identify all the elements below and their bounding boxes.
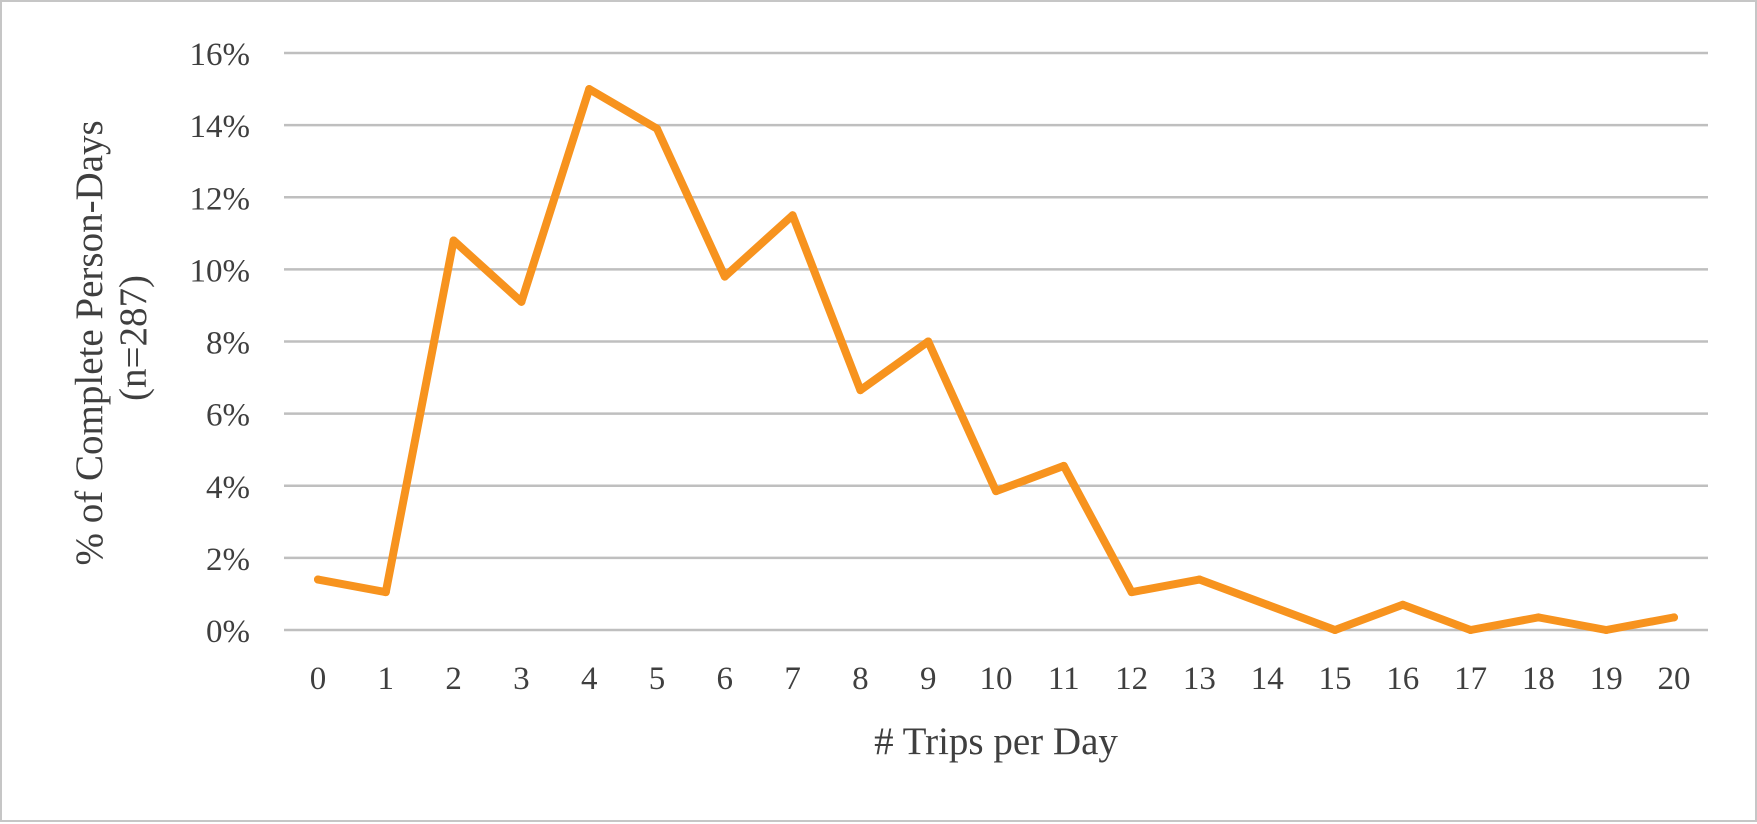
y-tick-label: 4%: [206, 470, 250, 506]
x-tick-label: 13: [1183, 661, 1216, 697]
x-tick-label: 1: [378, 661, 395, 697]
x-tick-label: 17: [1454, 661, 1487, 697]
x-tick-label: 19: [1590, 661, 1623, 697]
data-point: [1534, 613, 1543, 622]
data-point: [1059, 461, 1068, 470]
data-point: [381, 588, 390, 597]
y-axis-title: % of Complete Person-Days (n=287): [68, 111, 155, 566]
data-point: [1602, 626, 1611, 634]
x-axis-title: # Trips per Day: [874, 720, 1118, 763]
y-tick-label: 14%: [190, 109, 251, 145]
data-point: [1466, 626, 1475, 634]
y-tick-label: 12%: [190, 181, 251, 217]
data-point: [585, 85, 594, 94]
data-point: [1263, 600, 1272, 609]
y-axis-tick-labels: 0% 2% 4% 6% 8% 10% 12% 14% 16%: [190, 37, 251, 650]
x-tick-label: 9: [920, 661, 937, 697]
y-axis-title-line-2: (n=287): [112, 275, 155, 401]
x-tick-label: 10: [980, 661, 1013, 697]
data-point: [449, 236, 458, 245]
x-axis-tick-labels: 0 1 2 3 4 5 6 7 8 9 10 11 12 13 14 15 16 17 18 19 20: [310, 661, 1691, 697]
data-point: [653, 124, 661, 133]
data-point: [856, 386, 865, 395]
gridlines: [284, 51, 1708, 632]
x-tick-label: 8: [852, 661, 869, 697]
data-point: [1127, 588, 1136, 597]
data-point: [720, 272, 729, 281]
y-tick-label: 10%: [190, 253, 251, 289]
x-tick-label: 15: [1319, 661, 1352, 697]
x-tick-label: 20: [1658, 661, 1691, 697]
data-point: [924, 337, 933, 346]
data-point: [992, 487, 1000, 496]
y-tick-label: 8%: [206, 326, 250, 362]
x-tick-label: 16: [1386, 661, 1419, 697]
x-tick-label: 0: [310, 661, 327, 697]
data-point: [1670, 613, 1678, 622]
series-line: [314, 85, 1678, 634]
y-tick-label: 2%: [206, 542, 250, 578]
y-tick-label: 16%: [190, 37, 251, 73]
series-layer: [314, 85, 1678, 634]
x-tick-label: 6: [717, 661, 734, 697]
y-axis-title-line-1: % of Complete Person-Days: [68, 120, 111, 565]
x-tick-label: 3: [513, 661, 530, 697]
x-tick-label: 2: [445, 661, 462, 697]
x-tick-label: 5: [649, 661, 666, 697]
y-tick-label: 6%: [206, 398, 250, 434]
x-tick-label: 11: [1048, 661, 1080, 697]
data-point: [1398, 600, 1407, 609]
x-tick-label: 12: [1115, 661, 1148, 697]
x-tick-label: 18: [1522, 661, 1555, 697]
data-point: [517, 297, 526, 306]
data-point: [1195, 575, 1204, 584]
data-point: [1331, 626, 1339, 634]
x-tick-label: 14: [1251, 661, 1284, 697]
y-tick-label: 0%: [206, 614, 250, 650]
data-point: [314, 575, 322, 584]
data-point: [788, 211, 797, 220]
x-tick-label: 4: [581, 661, 598, 697]
x-tick-label: 7: [784, 661, 801, 697]
